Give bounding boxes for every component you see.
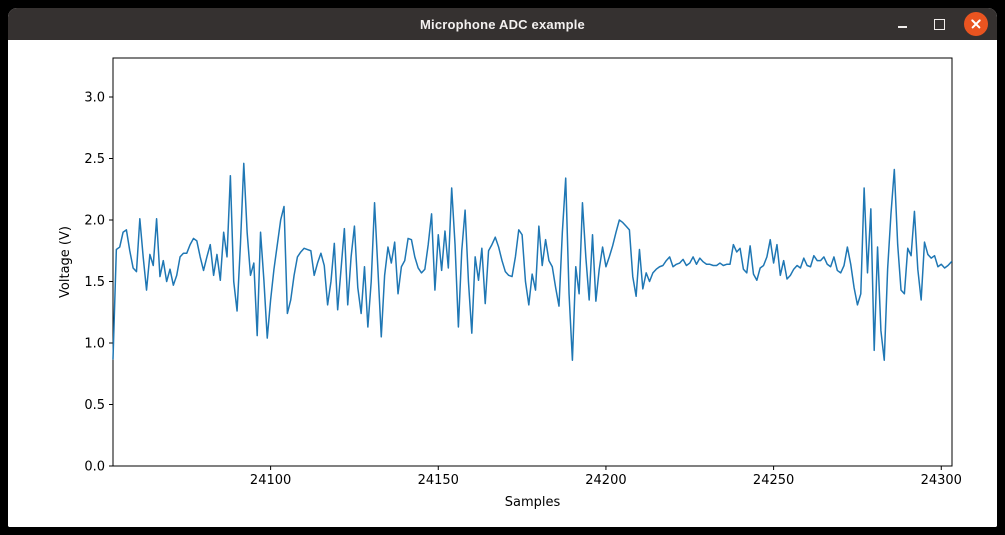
y-tick-label: 2.0 <box>84 213 105 228</box>
close-icon <box>970 18 982 30</box>
y-tick-label: 2.5 <box>84 152 105 167</box>
x-tick-label: 24200 <box>585 473 626 488</box>
minimize-icon <box>897 26 907 28</box>
close-button[interactable] <box>964 12 988 36</box>
window-title: Microphone ADC example <box>419 16 585 32</box>
x-tick-label: 24300 <box>921 473 962 488</box>
y-tick-label: 0.0 <box>84 460 105 475</box>
maximize-icon <box>933 18 945 30</box>
line-chart: 24100 24150 24200 24250 24300 0.0 0.5 1.0 1.5 2.0… <box>58 57 962 510</box>
y-tick-label: 1.5 <box>84 275 105 290</box>
y-tick-label: 1.0 <box>84 336 105 351</box>
x-tick-label: 24250 <box>753 473 794 488</box>
y-tick-label: 0.5 <box>84 398 105 413</box>
y-axis-label: Voltage (V) <box>58 226 73 298</box>
window-titlebar[interactable]: Microphone ADC example <box>8 8 997 40</box>
y-tick-label: 3.0 <box>84 90 105 105</box>
x-tick-label: 24150 <box>418 473 459 488</box>
figure-canvas: 24100 24150 24200 24250 24300 0.0 0.5 1.0 1.5 2.0… <box>8 40 997 527</box>
window-controls <box>890 8 988 40</box>
x-axis-label: Samples <box>505 495 561 510</box>
app-window: Microphone ADC example 24100 24150 24200 24… <box>8 8 997 527</box>
x-tick-label: 24100 <box>250 473 291 488</box>
maximize-button[interactable] <box>927 12 951 36</box>
minimize-button[interactable] <box>890 12 914 36</box>
voltage-series-line <box>112 162 953 361</box>
